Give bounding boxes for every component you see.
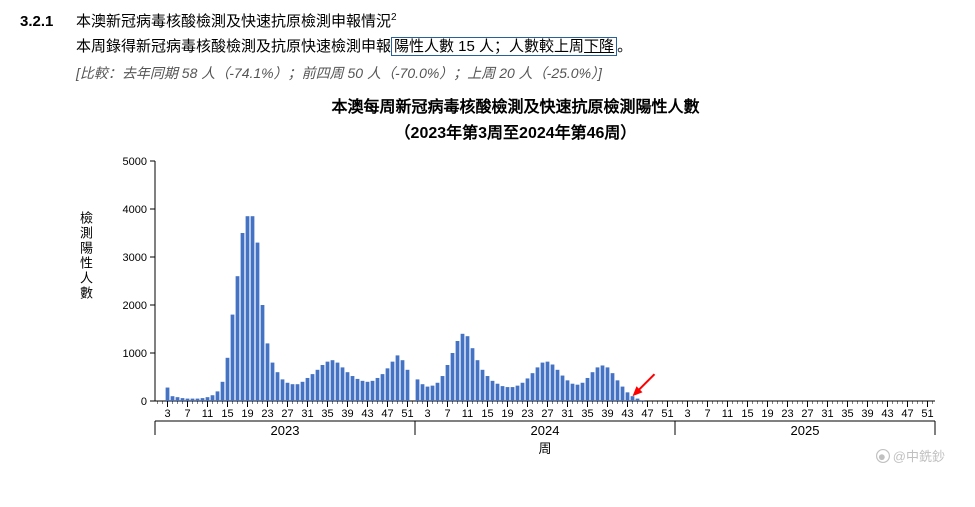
- svg-text:3000: 3000: [123, 252, 147, 264]
- svg-text:2024: 2024: [531, 423, 560, 438]
- svg-text:19: 19: [761, 408, 773, 420]
- summary-line: 本周錄得新冠病毒核酸檢測及抗原快速檢測申報陽性人數 15 人；人數較上周下降。: [76, 35, 955, 59]
- svg-text:2000: 2000: [123, 300, 147, 312]
- svg-text:43: 43: [361, 408, 373, 420]
- svg-text:11: 11: [202, 408, 213, 420]
- y-axis-label: 檢測陽性人數: [76, 211, 95, 301]
- svg-text:7: 7: [444, 408, 450, 420]
- svg-text:43: 43: [621, 408, 633, 420]
- svg-text:27: 27: [541, 408, 553, 420]
- section-number: 3.2.1: [20, 13, 76, 30]
- chart-block: 本澳每周新冠病毒核酸檢測及快速抗原檢測陽性人數 （2023年第3周至2024年第…: [76, 93, 955, 471]
- svg-text:39: 39: [341, 408, 353, 420]
- svg-text:11: 11: [722, 408, 733, 420]
- svg-text:3: 3: [424, 408, 430, 420]
- svg-text:51: 51: [661, 408, 673, 420]
- svg-text:51: 51: [401, 408, 413, 420]
- footnote-mark: 2: [391, 12, 397, 23]
- chart-subtitle: （2023年第3周至2024年第46周）: [76, 119, 955, 143]
- svg-text:23: 23: [521, 408, 533, 420]
- svg-text:5000: 5000: [123, 156, 147, 168]
- chart-title: 本澳每周新冠病毒核酸檢測及快速抗原檢測陽性人數: [76, 93, 955, 117]
- bar-chart: 0 1000 2000 3000 4000 5000 3 7 11 15 19 23 27 31 35 39 4…: [95, 151, 945, 471]
- svg-text:15: 15: [481, 408, 493, 420]
- svg-text:35: 35: [841, 408, 853, 420]
- svg-text:11: 11: [462, 408, 473, 420]
- svg-text:43: 43: [881, 408, 893, 420]
- svg-text:47: 47: [641, 408, 653, 420]
- svg-text:35: 35: [581, 408, 593, 420]
- svg-text:2025: 2025: [791, 423, 820, 438]
- svg-text:47: 47: [381, 408, 393, 420]
- svg-text:1000: 1000: [123, 348, 147, 360]
- svg-text:7: 7: [184, 408, 190, 420]
- svg-text:27: 27: [801, 408, 813, 420]
- svg-text:3: 3: [684, 408, 690, 420]
- svg-text:39: 39: [861, 408, 873, 420]
- svg-text:4000: 4000: [123, 204, 147, 216]
- svg-text:23: 23: [261, 408, 273, 420]
- svg-text:39: 39: [601, 408, 613, 420]
- svg-text:15: 15: [741, 408, 753, 420]
- svg-text:19: 19: [241, 408, 253, 420]
- svg-text:31: 31: [561, 408, 573, 420]
- svg-text:0: 0: [141, 396, 147, 408]
- svg-text:2023: 2023: [271, 423, 300, 438]
- comparison-line: [比較：去年同期 58 人（-74.1%）；前四周 50 人（-70.0%）；上…: [76, 63, 955, 83]
- section-title: 本澳新冠病毒核酸檢測及快速抗原檢測申報情況2: [76, 10, 397, 31]
- svg-text:35: 35: [321, 408, 333, 420]
- svg-text:31: 31: [821, 408, 833, 420]
- svg-text:15: 15: [221, 408, 233, 420]
- svg-text:19: 19: [501, 408, 513, 420]
- highlight-box: 陽性人數 15 人；人數較上周下降: [391, 37, 617, 56]
- svg-text:7: 7: [704, 408, 710, 420]
- svg-text:27: 27: [281, 408, 293, 420]
- svg-text:51: 51: [921, 408, 933, 420]
- svg-text:31: 31: [301, 408, 313, 420]
- svg-text:23: 23: [781, 408, 793, 420]
- svg-text:3: 3: [164, 408, 170, 420]
- svg-text:47: 47: [901, 408, 913, 420]
- svg-text:周: 周: [538, 441, 551, 456]
